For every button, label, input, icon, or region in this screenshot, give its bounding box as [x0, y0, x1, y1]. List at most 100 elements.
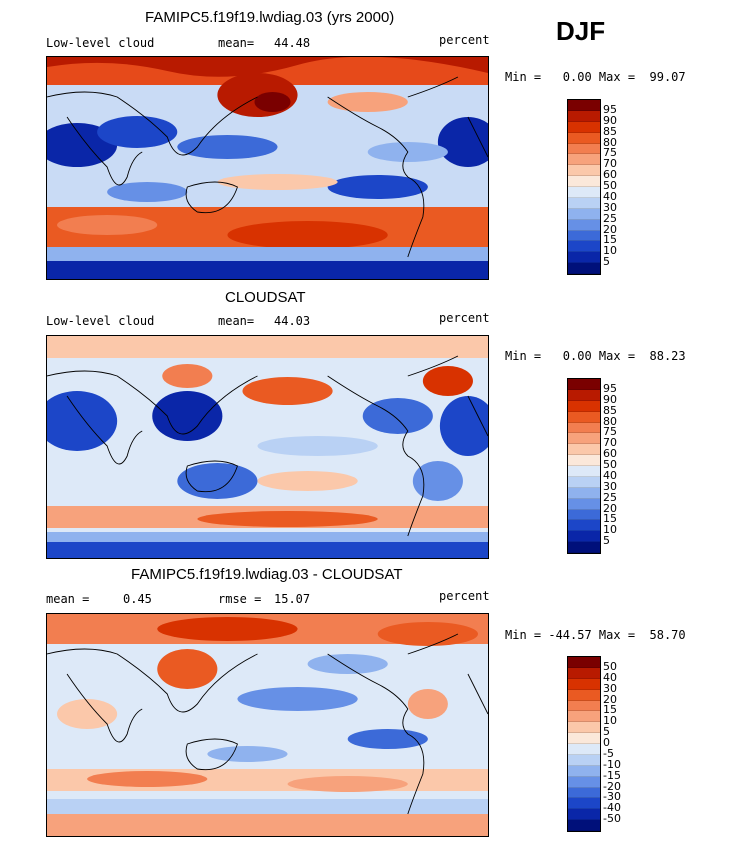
colorbar-tick-label: 50 — [603, 458, 617, 471]
colorbar-swatch — [568, 787, 600, 799]
panel-2-min-max: Min = 0.00 Max = 88.23 — [505, 349, 686, 363]
colorbar-tick-label: 25 — [603, 490, 617, 504]
colorbar-swatch — [568, 389, 600, 401]
colorbar-tick-label: 50 — [603, 179, 617, 192]
colorbar-swatch — [568, 498, 600, 510]
colorbar-tick-label: 80 — [603, 414, 617, 428]
panel-3-min-max: Min = -44.57 Max = 58.70 — [505, 628, 686, 642]
colorbar-swatch — [568, 466, 600, 477]
colorbar-tick-label: 5 — [603, 725, 610, 739]
colorbar-swatch — [568, 197, 600, 209]
colorbar-tick-label: 20 — [603, 692, 617, 706]
colorbar-swatch — [568, 531, 600, 543]
colorbar-swatch — [568, 700, 600, 712]
panel-1-variable-label: Low-level cloud — [46, 36, 155, 50]
colorbar-tick-label: 75 — [603, 146, 617, 160]
colorbar-tick-label: 60 — [603, 168, 617, 182]
colorbar-swatch — [568, 230, 600, 242]
panel-3-colorbar — [567, 656, 601, 832]
colorbar-swatch — [568, 487, 600, 499]
panel-1-mean-value: 44.48 — [274, 36, 311, 50]
colorbar-swatch — [568, 176, 600, 187]
panel-3-title: FAMIPC5.f19f19.lwdiag.03 - CLOUDSAT — [131, 566, 403, 583]
colorbar-tick-label: 15 — [603, 512, 617, 526]
colorbar-tick-label: 30 — [603, 681, 617, 695]
panel-3-rmse-label: rmse = — [218, 592, 262, 606]
colorbar-swatch — [568, 667, 600, 679]
colorbar-tick-label: -5 — [603, 746, 614, 760]
panel-2-map — [46, 335, 489, 559]
colorbar-tick-label: 15 — [603, 233, 617, 247]
colorbar-tick-label: 75 — [603, 425, 617, 439]
panel-2-mean-value: 44.03 — [274, 314, 311, 328]
colorbar-swatch — [568, 110, 600, 122]
panel-3-rmse-value: 15.07 — [274, 592, 311, 606]
colorbar-swatch — [568, 433, 600, 445]
panel-2-units: percent — [439, 311, 490, 325]
colorbar-tick-label: -10 — [603, 757, 621, 771]
colorbar-tick-label: 15 — [603, 703, 617, 717]
colorbar-tick-label: 10 — [603, 714, 617, 728]
panel-3-colorbar-ticks: 50 40 30 20 15 10 5 0 -5 -10 -15 -20 -30 -40 -50 — [603, 656, 643, 830]
colorbar-tick-label: 90 — [603, 113, 617, 127]
colorbar-swatch — [568, 400, 600, 412]
colorbar-swatch — [568, 476, 600, 488]
colorbar-swatch — [568, 820, 600, 831]
colorbar-swatch — [568, 509, 600, 521]
colorbar-swatch — [568, 733, 600, 744]
colorbar-tick-label: 10 — [603, 523, 617, 537]
panel-1-colorbar-ticks: 95 90 85 80 75 70 60 50 40 30 25 20 15 10 5 — [603, 99, 643, 273]
panel-2-map-field — [47, 336, 488, 558]
colorbar-swatch — [568, 241, 600, 253]
colorbar-tick-label: -30 — [603, 790, 621, 804]
panel-2-colorbar-ticks: 95 90 85 80 75 70 60 50 40 30 25 20 15 10 5 — [603, 378, 643, 552]
colorbar-swatch — [568, 187, 600, 198]
colorbar-tick-label: 5 — [603, 255, 610, 269]
colorbar-tick-label: 40 — [603, 468, 617, 482]
colorbar-swatch — [568, 444, 600, 456]
colorbar-tick-label: -15 — [603, 768, 621, 782]
colorbar-tick-label: 70 — [603, 436, 617, 450]
colorbar-swatch — [568, 252, 600, 264]
colorbar-tick-label: 40 — [603, 670, 617, 684]
colorbar-tick-label: 95 — [603, 102, 617, 116]
colorbar-tick-label: 25 — [603, 211, 617, 225]
panel-1-units: percent — [439, 33, 490, 47]
panel-2-colorbar — [567, 378, 601, 554]
panel-1-colorbar — [567, 99, 601, 275]
panel-3-units: percent — [439, 589, 490, 603]
panel-2-variable-label: Low-level cloud — [46, 314, 155, 328]
colorbar-tick-label: -20 — [603, 779, 621, 793]
colorbar-swatch — [568, 132, 600, 144]
panel-3-map — [46, 613, 489, 837]
colorbar-swatch — [568, 722, 600, 734]
colorbar-tick-label: 60 — [603, 447, 617, 461]
colorbar-tick-label: 5 — [603, 534, 610, 548]
colorbar-swatch — [568, 422, 600, 434]
colorbar-tick-label: 70 — [603, 157, 617, 171]
colorbar-swatch — [568, 765, 600, 777]
colorbar-tick-label: 10 — [603, 244, 617, 258]
colorbar-tick-label: 90 — [603, 392, 617, 406]
colorbar-swatch — [568, 100, 600, 111]
colorbar-tick-label: 20 — [603, 222, 617, 236]
colorbar-tick-label: -50 — [603, 812, 621, 826]
colorbar-tick-label: 95 — [603, 381, 617, 395]
colorbar-tick-label: 50 — [603, 659, 617, 673]
colorbar-swatch — [568, 754, 600, 766]
panel-1-map-field — [47, 57, 488, 279]
colorbar-swatch — [568, 121, 600, 133]
colorbar-swatch — [568, 798, 600, 810]
colorbar-swatch — [568, 744, 600, 755]
colorbar-swatch — [568, 263, 600, 274]
colorbar-swatch — [568, 657, 600, 668]
colorbar-swatch — [568, 809, 600, 821]
colorbar-tick-label: 0 — [603, 736, 610, 749]
colorbar-tick-label: 30 — [603, 200, 617, 214]
colorbar-tick-label: 20 — [603, 501, 617, 515]
colorbar-swatch — [568, 520, 600, 532]
panel-1-min-max: Min = 0.00 Max = 99.07 — [505, 70, 686, 84]
colorbar-tick-label: 80 — [603, 135, 617, 149]
colorbar-tick-label: 85 — [603, 124, 617, 138]
panel-3-mean-label: mean = — [46, 592, 90, 606]
